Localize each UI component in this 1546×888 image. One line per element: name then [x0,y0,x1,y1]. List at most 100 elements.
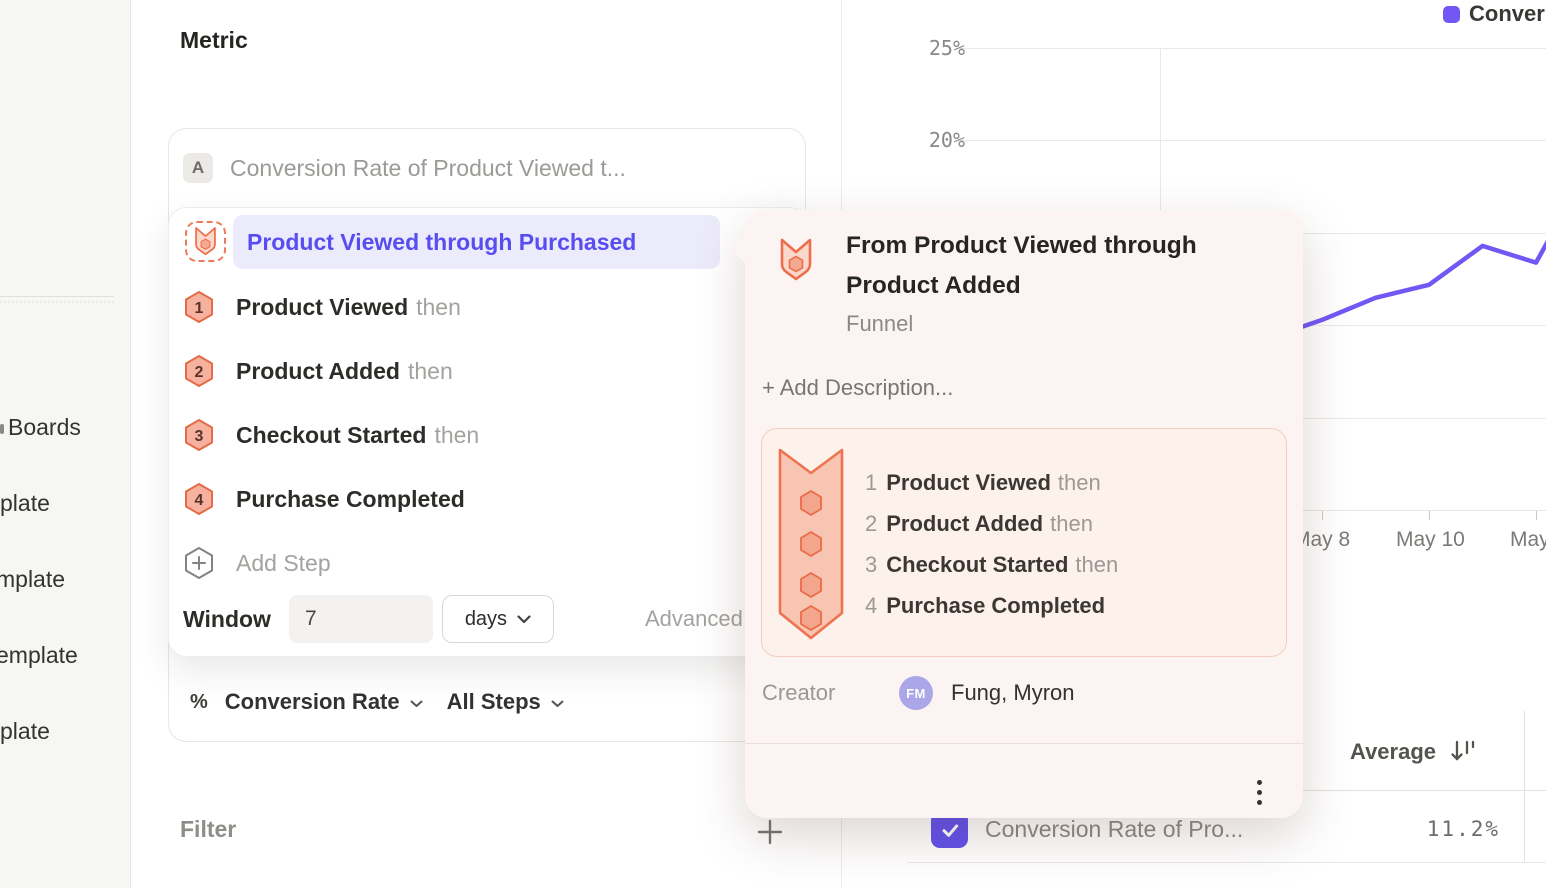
add-filter-button[interactable] [755,817,785,847]
summary-step-1: 1 Product Viewed then [865,469,1101,497]
svg-text:4: 4 [195,492,204,509]
chevron-down-icon [410,700,423,707]
summary-step-3-name: Checkout Started [886,552,1069,577]
metric-name-placeholder[interactable]: Conversion Rate of Product Viewed t... [230,155,626,181]
summary-step-2: 2 Product Added then [865,510,1093,538]
x-axis-label-may10: May 10 [1396,528,1465,551]
measure-dropdown[interactable]: Conversion Rate [224,689,400,714]
selected-funnel-event[interactable]: Product Viewed through Purchased [233,215,720,269]
step-2-suffix: then [407,357,453,384]
summary-step-4: 4 Purchase Completed [865,592,1112,620]
summary-step-4-num: 4 [865,593,878,618]
table-header-average[interactable]: Average [1350,738,1476,765]
steps-scope-dropdown[interactable]: All Steps [446,689,541,714]
step-4-name: Purchase Completed [236,485,465,512]
summary-step-4-name: Purchase Completed [886,593,1106,618]
chevron-down-icon [517,614,531,623]
funnel-step-row-4[interactable]: 4 Purchase Completed [183,481,473,517]
average-header-label: Average [1350,738,1437,764]
step-3-hexagon-icon: 3 [185,419,213,451]
window-row: Window days [183,595,554,643]
creator-row: Creator FM Fung, Myron [762,668,1282,718]
table-column-divider [1524,711,1525,862]
x-axis-label-may8: May 8 [1293,528,1351,551]
summary-step-3-suffix: then [1075,552,1119,577]
summary-step-1-suffix: then [1057,470,1101,495]
funnel-details-popover: From Product Viewed through Product Adde… [730,210,1303,818]
step-1-name: Product Viewed [236,293,409,320]
step-2-name: Product Added [236,357,400,384]
gridline-25 [957,48,1546,49]
x-axis-label-may12: May 12 [1510,528,1546,551]
sidebar [0,0,131,888]
summary-step-2-suffix: then [1050,511,1093,536]
creator-name: Fung, Myron [951,680,1075,705]
funnel-icon [780,238,812,281]
funnel-metric-icon[interactable] [185,221,226,262]
funnel-step-row-3[interactable]: 3 Checkout Started then [183,417,479,453]
popover-type-label: Funnel [846,311,914,336]
clipped-sidebar-icon [0,424,4,434]
svg-text:2: 2 [195,364,204,381]
window-unit-value: days [464,607,508,630]
step-2-hexagon-icon: 2 [185,355,213,387]
gridline-20 [957,140,1546,141]
popover-arrow [730,234,746,264]
sidebar-item-template-3[interactable]: emplate [0,642,78,668]
window-unit-select[interactable]: days [441,595,554,643]
summary-step-1-name: Product Viewed [886,470,1051,495]
x-tick-may10 [1429,511,1430,520]
funnel-step-row-1[interactable]: 1 Product Viewed then [183,289,461,325]
table-row-label[interactable]: Conversion Rate of Pro... [985,816,1244,842]
summary-step-2-name: Product Added [886,511,1044,536]
sidebar-item-template-2[interactable]: mplate [0,566,66,592]
x-tick-may12 [1536,511,1537,520]
window-value-input[interactable] [288,595,433,643]
funnel-steps-summary-box: 1 Product Viewed then 2 Product Added th… [761,428,1287,657]
y-axis-label-20: 20% [928,128,965,152]
funnel-icon [195,227,216,256]
table-row-value: 11.2% [1426,817,1500,841]
funnel-steps-panel [168,207,807,657]
funnel-step-row-2[interactable]: 2 Product Added then [183,353,453,389]
y-axis-label-25: 25% [928,36,965,60]
percent-symbol: % [190,690,208,713]
chart-legend[interactable]: Conver [1443,1,1545,27]
add-description-button[interactable]: + Add Description... [762,375,954,400]
filter-section-heading: Filter [180,816,237,842]
checkmark-icon [942,824,958,837]
summary-step-3-num: 3 [865,552,878,577]
advanced-toggle[interactable]: Advanced [645,606,743,631]
add-step-hexagon-plus-icon [185,547,213,579]
summary-step-3: 3 Checkout Started then [865,551,1118,579]
x-tick-may8 [1322,511,1323,520]
popover-divider [745,743,1303,744]
sidebar-divider-dots [0,301,114,303]
step-1-hexagon-icon: 1 [185,291,213,323]
creator-avatar: FM [899,676,933,710]
sidebar-item-boards[interactable]: Boards [8,414,81,440]
summary-step-2-num: 2 [865,511,878,536]
measure-row: % Conversion Rate All Steps [190,686,564,718]
table-row-border [907,862,1546,863]
add-step-button[interactable]: Add Step [183,545,331,581]
chevron-down-icon [551,700,564,707]
sidebar-divider [0,296,114,297]
step-4-hexagon-icon: 4 [185,483,213,515]
sidebar-item-template-4[interactable]: plate [0,718,50,744]
sort-descending-icon[interactable] [1449,738,1476,765]
legend-label: Conver [1469,1,1545,26]
step-3-suffix: then [434,421,480,448]
summary-step-1-num: 1 [865,470,878,495]
legend-swatch [1443,5,1460,23]
window-label: Window [183,605,271,632]
more-options-kebab-button[interactable] [1245,772,1273,812]
step-1-suffix: then [416,293,461,320]
metric-section-heading: Metric [180,27,248,53]
creator-label: Creator [762,680,836,705]
step-3-name: Checkout Started [236,421,427,448]
sidebar-item-template-1[interactable]: plate [0,490,50,516]
add-step-label: Add Step [236,549,331,576]
popover-title: From Product Viewed through Product Adde… [846,232,1197,299]
